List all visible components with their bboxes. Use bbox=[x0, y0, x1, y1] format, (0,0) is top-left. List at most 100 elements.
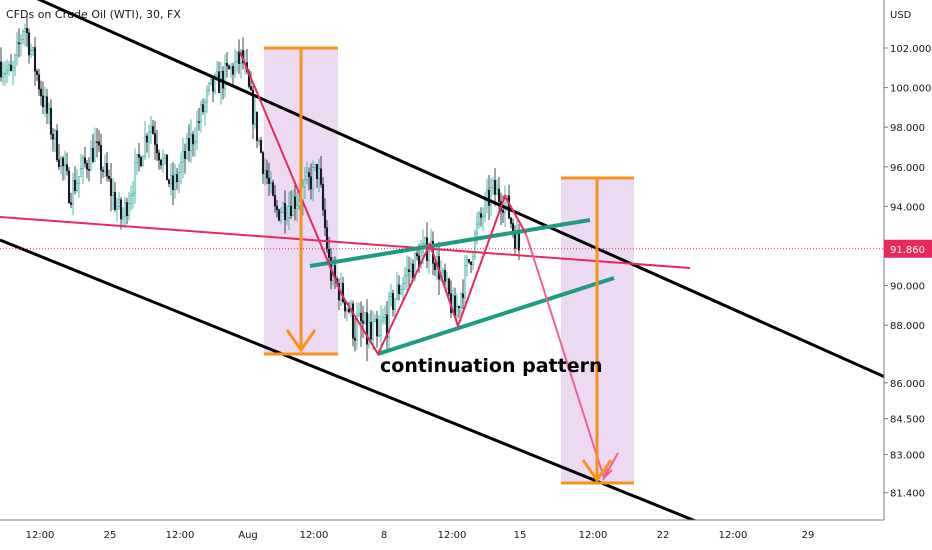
y-tick-label: 94.000 bbox=[890, 202, 925, 213]
candle-body bbox=[217, 71, 221, 93]
candle-body bbox=[347, 308, 351, 313]
candle-body bbox=[129, 195, 133, 204]
measure-right[interactable] bbox=[561, 176, 634, 485]
candle-body bbox=[307, 172, 311, 178]
candle-body bbox=[11, 67, 15, 71]
candle-body bbox=[99, 145, 103, 171]
candle-body bbox=[151, 126, 155, 134]
x-tick-label: 12:00 bbox=[579, 530, 608, 541]
candle-body bbox=[37, 74, 41, 90]
red-trendline[interactable] bbox=[0, 216, 691, 269]
candle-body bbox=[395, 284, 399, 300]
candle-body bbox=[55, 130, 59, 160]
candle-body bbox=[51, 134, 55, 140]
x-tick-label: 12:00 bbox=[300, 530, 329, 541]
price-axis[interactable] bbox=[884, 0, 932, 550]
candle-body bbox=[343, 301, 347, 312]
candle-body bbox=[507, 195, 511, 219]
candle-body bbox=[285, 217, 289, 221]
candle-body bbox=[267, 177, 271, 184]
candle-body bbox=[497, 188, 501, 202]
candle-body bbox=[255, 111, 259, 141]
channel-upper-line[interactable] bbox=[0, 0, 932, 400]
candle-body bbox=[235, 51, 239, 62]
x-tick-label: 12:00 bbox=[26, 530, 55, 541]
candle-body bbox=[313, 164, 317, 168]
candle-body bbox=[103, 163, 107, 172]
candle-body bbox=[169, 175, 173, 184]
candle-body bbox=[233, 61, 237, 75]
candle-body bbox=[177, 172, 181, 182]
x-tick-label: 22 bbox=[657, 530, 670, 541]
candle-body bbox=[467, 259, 471, 263]
candle-body bbox=[401, 283, 405, 290]
candle-body bbox=[441, 270, 445, 273]
candle-body bbox=[167, 179, 171, 184]
candle-body bbox=[387, 296, 391, 338]
candle-body bbox=[465, 259, 469, 267]
candle-body bbox=[199, 104, 203, 123]
candle-body bbox=[257, 140, 261, 142]
candle-body bbox=[405, 269, 409, 276]
candle-body bbox=[187, 138, 191, 151]
candle-body bbox=[29, 50, 33, 56]
candle-body bbox=[47, 108, 51, 114]
y-axis-ticks: 102.000100.00098.00096.00094.00092.00090… bbox=[884, 44, 931, 500]
candle-body bbox=[381, 317, 385, 322]
candle-body bbox=[15, 42, 19, 56]
candle-body bbox=[27, 32, 31, 56]
candle-body bbox=[473, 233, 477, 257]
wedge-upper-line[interactable] bbox=[309, 218, 591, 268]
candle-body bbox=[271, 182, 275, 196]
candle-body bbox=[379, 320, 383, 336]
candle-body bbox=[399, 289, 403, 295]
candle-body bbox=[481, 215, 485, 218]
candle-body bbox=[409, 263, 413, 272]
candle-body bbox=[327, 248, 331, 258]
candle-body bbox=[53, 130, 57, 140]
channel-lower-line[interactable] bbox=[0, 238, 699, 524]
candle-body bbox=[457, 306, 461, 309]
measure-left[interactable] bbox=[264, 46, 338, 356]
candle-body bbox=[59, 157, 63, 167]
candle-body bbox=[85, 163, 89, 170]
candle-body bbox=[369, 322, 373, 340]
candle-body bbox=[135, 154, 139, 164]
candle-body bbox=[211, 78, 215, 92]
candle-body bbox=[127, 203, 131, 216]
time-axis[interactable] bbox=[0, 520, 932, 550]
candle-body bbox=[65, 164, 69, 172]
wedge-lower-line[interactable] bbox=[377, 276, 615, 356]
candle-body bbox=[377, 335, 381, 337]
candle-body bbox=[197, 121, 201, 123]
candle-body bbox=[293, 196, 297, 209]
candle-body bbox=[433, 263, 437, 270]
zigzag-path[interactable] bbox=[239, 51, 527, 357]
last-price-badge: 91.860 bbox=[884, 239, 932, 258]
candle-body bbox=[461, 293, 465, 298]
candle-body bbox=[365, 312, 369, 345]
x-tick-label: Aug bbox=[238, 530, 258, 541]
candle-body bbox=[367, 322, 371, 345]
candle-body bbox=[511, 223, 515, 232]
x-tick-label: 25 bbox=[104, 530, 117, 541]
candle-body bbox=[295, 205, 299, 209]
candle-body bbox=[147, 131, 151, 143]
pattern-annotation[interactable]: continuation pattern bbox=[380, 355, 602, 377]
candle-body bbox=[251, 89, 255, 125]
candle-body bbox=[509, 217, 513, 224]
candle-body bbox=[491, 180, 495, 188]
candle-body bbox=[427, 251, 431, 261]
candle-body bbox=[393, 298, 397, 310]
candle-body bbox=[303, 179, 307, 188]
candle-body bbox=[41, 95, 45, 108]
candle-body bbox=[373, 318, 377, 323]
candle-body bbox=[191, 134, 195, 145]
candle-body bbox=[273, 195, 277, 207]
candle-body bbox=[311, 167, 315, 190]
candle-body bbox=[45, 96, 49, 114]
candle-body bbox=[161, 157, 165, 166]
candle-body bbox=[479, 213, 483, 218]
candle-body bbox=[141, 156, 145, 167]
